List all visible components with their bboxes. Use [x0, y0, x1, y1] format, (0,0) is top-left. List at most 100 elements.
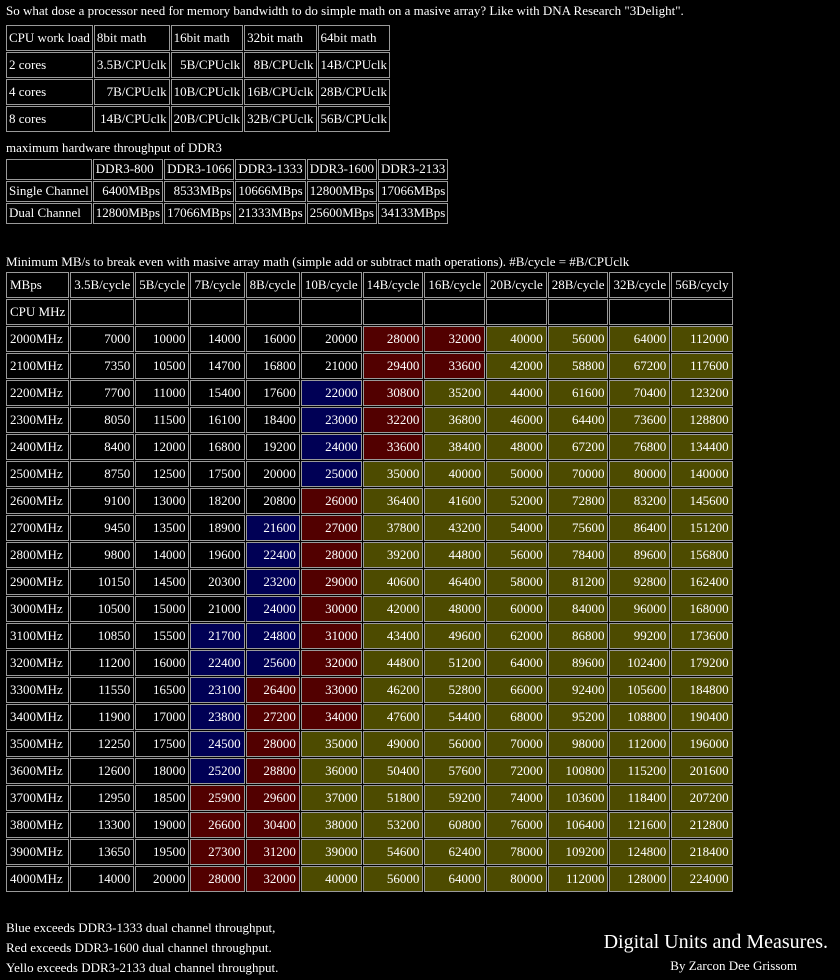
value-cell: 46200: [362, 677, 424, 703]
value-cell: 98000: [547, 731, 609, 757]
value-cell: 11500: [135, 407, 190, 433]
empty-cell: [547, 299, 609, 325]
value-cell: 89600: [547, 650, 609, 676]
value-cell: 20000: [135, 866, 190, 892]
header-cell: 14B/cycle: [362, 272, 424, 298]
value-cell: 25900: [190, 785, 245, 811]
table-cell: 4 cores: [6, 79, 93, 105]
ddr3-throughput-table: DDR3-800 DDR3-1066 DDR3-1333 DDR3-1600 DDR3-…: [5, 158, 449, 225]
empty-cell: [362, 299, 424, 325]
value-cell: 32000: [300, 650, 362, 676]
header-cell: 32bit math: [244, 25, 317, 51]
value-cell: 48000: [486, 434, 547, 460]
value-cell: 212800: [671, 812, 733, 838]
table-row: 8 cores 14B/CPUclk 20B/CPUclk 32B/CPUclk 56B…: [6, 106, 391, 132]
value-cell: 24000: [245, 596, 300, 622]
empty-cell: [609, 299, 671, 325]
value-cell: 17500: [190, 461, 245, 487]
value-cell: 26600: [190, 812, 245, 838]
header-cell: 7B/cycle: [190, 272, 245, 298]
table-cell: 10666MBps: [235, 181, 306, 202]
value-cell: 103600: [547, 785, 609, 811]
table-row: 2 cores 3.5B/CPUclk 5B/CPUclk 8B/CPUclk 14B/…: [6, 52, 391, 78]
value-cell: 67200: [609, 353, 671, 379]
value-cell: 73600: [609, 407, 671, 433]
header-cell: DDR3-800: [92, 159, 164, 180]
value-cell: 27200: [245, 704, 300, 730]
value-cell: 32000: [245, 866, 300, 892]
value-cell: 7000: [70, 326, 135, 352]
value-cell: 64000: [486, 650, 547, 676]
value-cell: 14000: [135, 542, 190, 568]
value-cell: 40000: [424, 461, 486, 487]
table-row: 3000MHz 10500 15000 21000 24000 30000 42000 480…: [6, 596, 733, 622]
credit-title: Digital Units and Measures.: [603, 931, 828, 953]
table-cell: 10B/CPUclk: [170, 79, 244, 105]
value-cell: 58000: [486, 569, 547, 595]
value-cell: 92400: [547, 677, 609, 703]
value-cell: 44800: [424, 542, 486, 568]
value-cell: 70400: [609, 380, 671, 406]
value-cell: 27000: [300, 515, 362, 541]
table-row: 3600MHz 12600 18000 25200 28800 36000 50400 576…: [6, 758, 733, 784]
value-cell: 31200: [245, 839, 300, 865]
value-cell: 28000: [300, 542, 362, 568]
value-cell: 48000: [424, 596, 486, 622]
value-cell: 11000: [135, 380, 190, 406]
table-row: 3100MHz 10850 15500 21700 24800 31000 43400 496…: [6, 623, 733, 649]
value-cell: 218400: [671, 839, 733, 865]
value-cell: 38400: [424, 434, 486, 460]
value-cell: 64000: [424, 866, 486, 892]
value-cell: 46400: [424, 569, 486, 595]
value-cell: 17500: [135, 731, 190, 757]
value-cell: 41600: [424, 488, 486, 514]
header-cell: 56B/cycly: [671, 272, 733, 298]
header-cell: DDR3-2133: [377, 159, 449, 180]
value-cell: 25600: [245, 650, 300, 676]
value-cell: 54000: [486, 515, 547, 541]
value-cell: 23200: [245, 569, 300, 595]
value-cell: 80000: [609, 461, 671, 487]
value-cell: 16100: [190, 407, 245, 433]
table-cell: 14B/CPUclk: [317, 52, 391, 78]
value-cell: 28000: [362, 326, 424, 352]
value-cell: 100800: [547, 758, 609, 784]
table-cell: 2 cores: [6, 52, 93, 78]
value-cell: 16800: [190, 434, 245, 460]
value-cell: 12000: [135, 434, 190, 460]
value-cell: 13650: [70, 839, 135, 865]
row-label-cell: 3800MHz: [6, 812, 70, 838]
row-label-cell: 2500MHz: [6, 461, 70, 487]
value-cell: 134400: [671, 434, 733, 460]
value-cell: 81200: [547, 569, 609, 595]
value-cell: 27300: [190, 839, 245, 865]
row-label-cell: 3900MHz: [6, 839, 70, 865]
header-cell: 16bit math: [170, 25, 244, 51]
value-cell: 10850: [70, 623, 135, 649]
value-cell: 207200: [671, 785, 733, 811]
table-cell: 25600MBps: [306, 203, 377, 224]
value-cell: 108800: [609, 704, 671, 730]
table-cell: 34133MBps: [377, 203, 449, 224]
value-cell: 128800: [671, 407, 733, 433]
value-cell: 60000: [486, 596, 547, 622]
value-cell: 68000: [486, 704, 547, 730]
value-cell: 36000: [300, 758, 362, 784]
value-cell: 11550: [70, 677, 135, 703]
value-cell: 44000: [486, 380, 547, 406]
value-cell: 50400: [362, 758, 424, 784]
value-cell: 28000: [190, 866, 245, 892]
value-cell: 25000: [300, 461, 362, 487]
value-cell: 66000: [486, 677, 547, 703]
value-cell: 61600: [547, 380, 609, 406]
value-cell: 86400: [609, 515, 671, 541]
table-cell: 56B/CPUclk: [317, 106, 391, 132]
value-cell: 11900: [70, 704, 135, 730]
value-cell: 96000: [609, 596, 671, 622]
value-cell: 31000: [300, 623, 362, 649]
value-cell: 56000: [424, 731, 486, 757]
value-cell: 39200: [362, 542, 424, 568]
value-cell: 13500: [135, 515, 190, 541]
value-cell: 67200: [547, 434, 609, 460]
value-cell: 89600: [609, 542, 671, 568]
